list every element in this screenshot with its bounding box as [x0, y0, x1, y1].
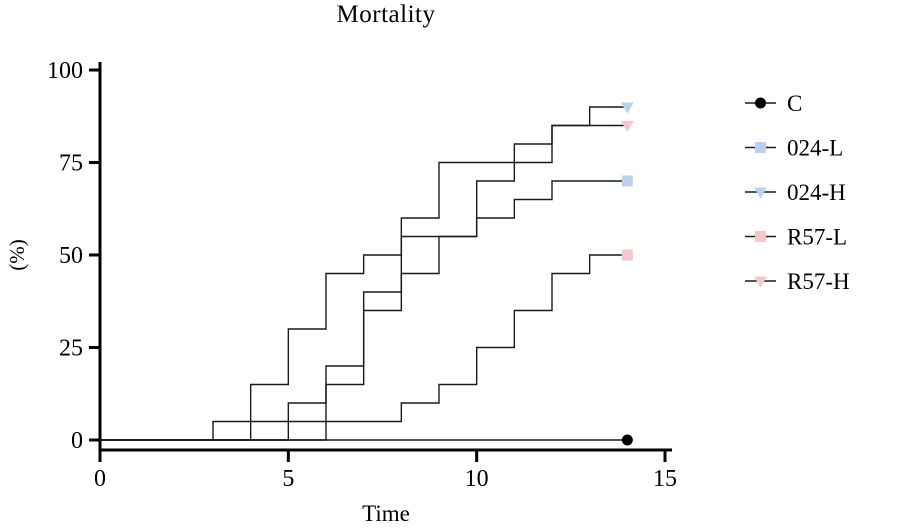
legend-marker-circle	[755, 97, 766, 109]
legend-label: 024-L	[787, 136, 843, 161]
legend-label: 024-H	[787, 180, 846, 205]
legend-label: R57-L	[787, 225, 847, 250]
legend-label: R57-H	[787, 269, 850, 294]
legend-marker-square	[755, 231, 766, 242]
y-axis-label: (%)	[5, 239, 29, 271]
series-curve-024-H	[100, 106, 628, 441]
x-tick-label: 0	[94, 466, 106, 492]
legend-marker-triangle-down	[754, 276, 767, 288]
series-endmarker-R57-L	[621, 249, 633, 261]
x-tick-label: 10	[465, 466, 489, 492]
y-tick-label: 0	[71, 428, 83, 454]
y-tick-label: 75	[59, 151, 83, 177]
chart-title: Mortality	[336, 1, 436, 28]
legend-item-024-H: 024-H	[745, 180, 846, 205]
x-axis-label: Time	[362, 501, 410, 526]
y-tick-label: 100	[47, 58, 83, 84]
series-curve-R57-H	[100, 124, 628, 441]
y-tick-label: 50	[59, 243, 83, 269]
x-tick-label: 5	[282, 466, 294, 492]
series-endmarker-024-L	[621, 175, 633, 187]
legend-marker-square	[755, 142, 766, 153]
legend-item-024-L: 024-L	[745, 136, 843, 161]
series-endmarker-R57-H	[620, 121, 634, 132]
series-endmarker-C	[621, 434, 633, 446]
legend-marker-triangle-down	[754, 187, 767, 199]
series-curve-R57-L	[100, 254, 628, 441]
legend-label: C	[787, 91, 802, 116]
y-tick-label: 25	[59, 336, 83, 362]
legend-item-R57-L: R57-L	[745, 225, 847, 250]
x-tick-label: 15	[653, 466, 677, 492]
series-endmarker-024-H	[620, 102, 634, 114]
series-curve-024-L	[100, 180, 628, 441]
legend-item-R57-H: R57-H	[745, 269, 850, 294]
legend-item-C: C	[745, 91, 802, 116]
